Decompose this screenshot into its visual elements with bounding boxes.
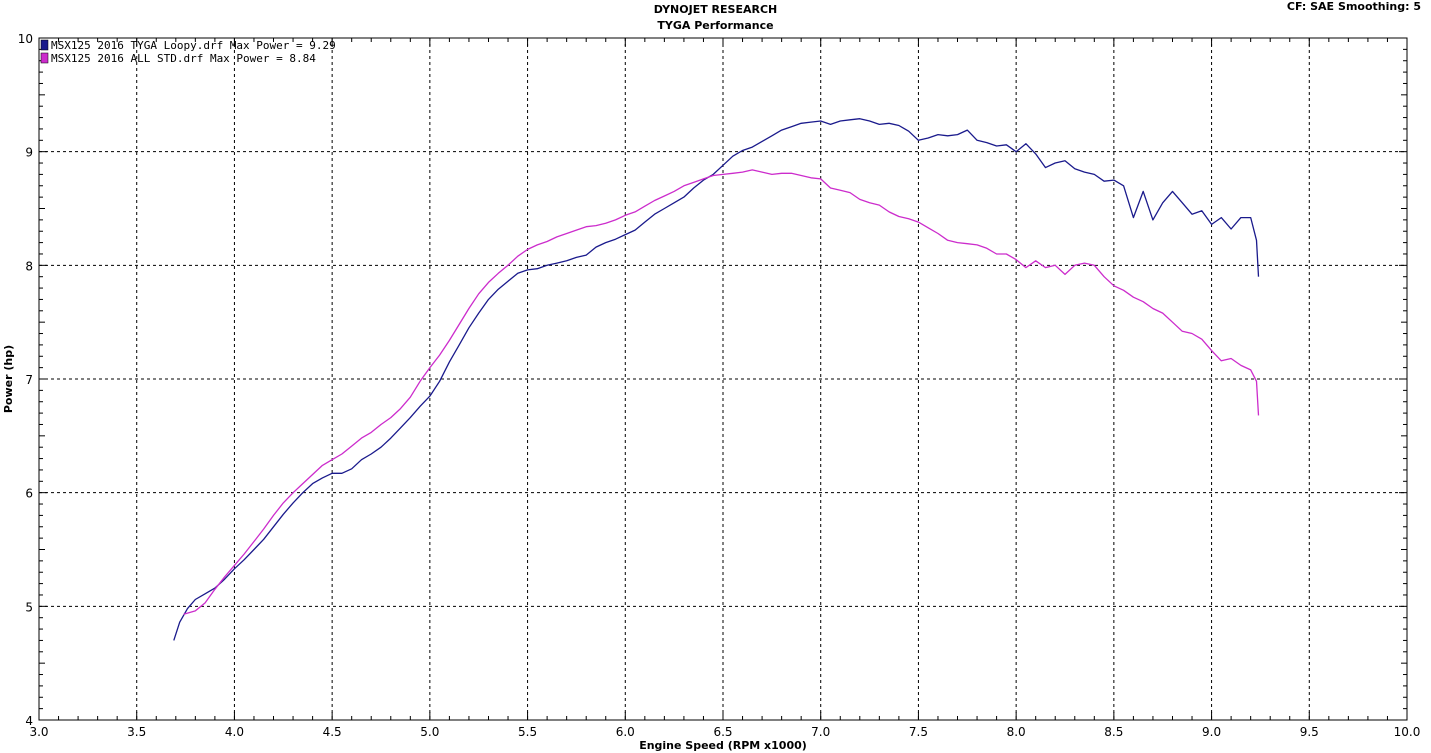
x-tick-labels: 3.0 3.5 4.0 4.5 5.0 5.5 6.0 6.5 7.0 7.5 8.0 8.5 9.0 9… bbox=[29, 725, 1420, 739]
series-line-2 bbox=[183, 169, 1260, 615]
x-tick-label: 3.5 bbox=[127, 725, 146, 739]
y-axis-label: Power (hp) bbox=[2, 345, 15, 413]
smoothing-label: Smoothing: 5 bbox=[1338, 0, 1421, 13]
y-tick-label: 6 bbox=[25, 487, 33, 501]
x-tick-label: 9.0 bbox=[1202, 725, 1221, 739]
y-tick-label: 10 bbox=[18, 32, 33, 46]
x-tick-label: 4.5 bbox=[323, 725, 342, 739]
chart-subtitle: TYGA Performance bbox=[657, 19, 774, 32]
legend-swatch bbox=[40, 39, 49, 51]
x-tick-label: 7.0 bbox=[811, 725, 830, 739]
plot-frame bbox=[38, 37, 1408, 721]
series-lines bbox=[173, 118, 1260, 641]
legend: MSX125 2016 TYGA Loopy.drf Max Power = 9… bbox=[40, 39, 336, 65]
x-tick-label: 6.5 bbox=[713, 725, 732, 739]
y-tick-label: 7 bbox=[25, 373, 33, 387]
cf-label: CF: SAE bbox=[1286, 0, 1335, 13]
x-tick-label: 8.0 bbox=[1007, 725, 1026, 739]
x-tick-label: 3.0 bbox=[29, 725, 48, 739]
legend-swatch bbox=[40, 52, 49, 64]
y-tick-labels: 4 5 6 7 8 9 10 bbox=[18, 32, 33, 728]
x-tick-label: 5.0 bbox=[420, 725, 439, 739]
legend-label: MSX125 2016 TYGA Loopy.drf Max Power = 9… bbox=[51, 39, 336, 52]
y-tick-label: 9 bbox=[25, 146, 33, 160]
x-tick-label: 5.5 bbox=[518, 725, 537, 739]
x-tick-label: 6.0 bbox=[616, 725, 635, 739]
chart-title: DYNOJET RESEARCH bbox=[653, 3, 778, 16]
x-tick-label: 8.5 bbox=[1104, 725, 1123, 739]
y-tick-label: 8 bbox=[25, 259, 33, 273]
x-tick-label: 7.5 bbox=[909, 725, 928, 739]
x-axis-label: Engine Speed (RPM x1000) bbox=[639, 739, 807, 752]
correction-info: CF: SAE Smoothing: 5 bbox=[1283, 0, 1421, 13]
x-tick-label: 10.0 bbox=[1394, 725, 1421, 739]
legend-label: MSX125 2016 ALL STD.drf Max Power = 8.84 bbox=[51, 52, 316, 65]
y-tick-label: 4 bbox=[25, 714, 33, 728]
x-tick-label: 9.5 bbox=[1300, 725, 1319, 739]
grid bbox=[39, 38, 1407, 720]
x-tick-label: 4.0 bbox=[225, 725, 244, 739]
y-tick-label: 5 bbox=[25, 600, 33, 614]
series-line-1 bbox=[173, 118, 1260, 641]
